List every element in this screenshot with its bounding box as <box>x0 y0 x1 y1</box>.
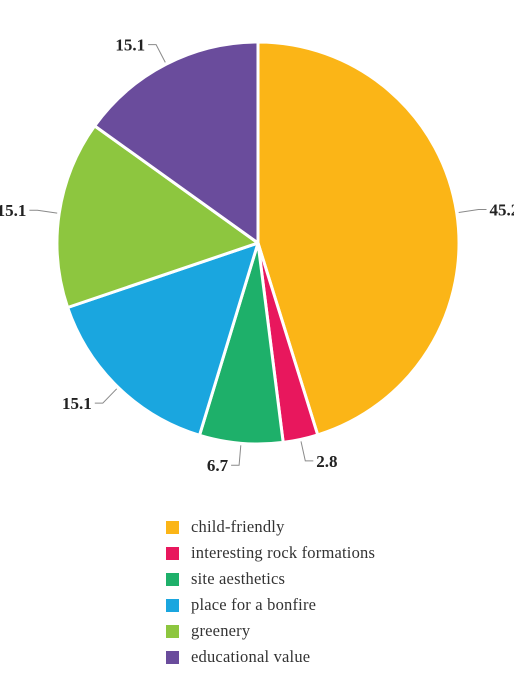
pie-slices <box>55 40 461 446</box>
pie-chart: 45.2 2.8 6.7 15.1 15.1 15.1 <box>0 36 514 476</box>
pie-slice-greenery <box>55 124 260 310</box>
leader-line <box>148 44 166 63</box>
data-label: 15.1 <box>62 394 92 413</box>
leader-line <box>94 388 118 404</box>
legend-swatch <box>166 624 179 638</box>
data-label: 6.7 <box>207 456 229 475</box>
legend-swatch <box>166 546 179 560</box>
data-labels: 45.2 2.8 6.7 15.1 15.1 15.1 <box>0 36 514 476</box>
legend-item-greenery: greenery <box>166 618 375 644</box>
pie-slice-place-for-a-bonfire <box>66 241 260 437</box>
legend-label: place for a bonfire <box>191 595 317 614</box>
legend-item-child-friendly: child-friendly <box>166 514 375 540</box>
legend-item-place-for-a-bonfire: place for a bonfire <box>166 592 375 618</box>
data-label: 15.1 <box>115 36 145 55</box>
legend-label: interesting rock formations <box>191 543 376 562</box>
pie-slice-child-friendly <box>256 40 461 437</box>
leader-lines <box>29 44 487 466</box>
leader-line <box>29 209 58 214</box>
legend-label: child-friendly <box>191 517 285 536</box>
legend-item-site-aesthetics: site aesthetics <box>166 566 375 592</box>
legend: child-friendly interesting rock formatio… <box>166 514 375 670</box>
data-label: 2.8 <box>316 452 337 471</box>
legend-label: site aesthetics <box>191 569 286 588</box>
leader-line <box>300 441 314 462</box>
leader-line <box>458 209 487 213</box>
legend-item-interesting-rock-formations: interesting rock formations <box>166 540 375 566</box>
legend-label: greenery <box>191 621 251 640</box>
legend-item-educational-value: educational value <box>166 644 375 670</box>
legend-label: educational value <box>191 647 311 666</box>
data-label: 15.1 <box>0 201 26 220</box>
leader-line <box>231 445 242 466</box>
legend-swatch <box>166 598 179 612</box>
legend-swatch <box>166 520 179 534</box>
legend-swatch <box>166 650 179 664</box>
pie-slice-educational-value <box>93 40 260 245</box>
data-label: 45.2 <box>490 201 514 220</box>
legend-swatch <box>166 572 179 586</box>
